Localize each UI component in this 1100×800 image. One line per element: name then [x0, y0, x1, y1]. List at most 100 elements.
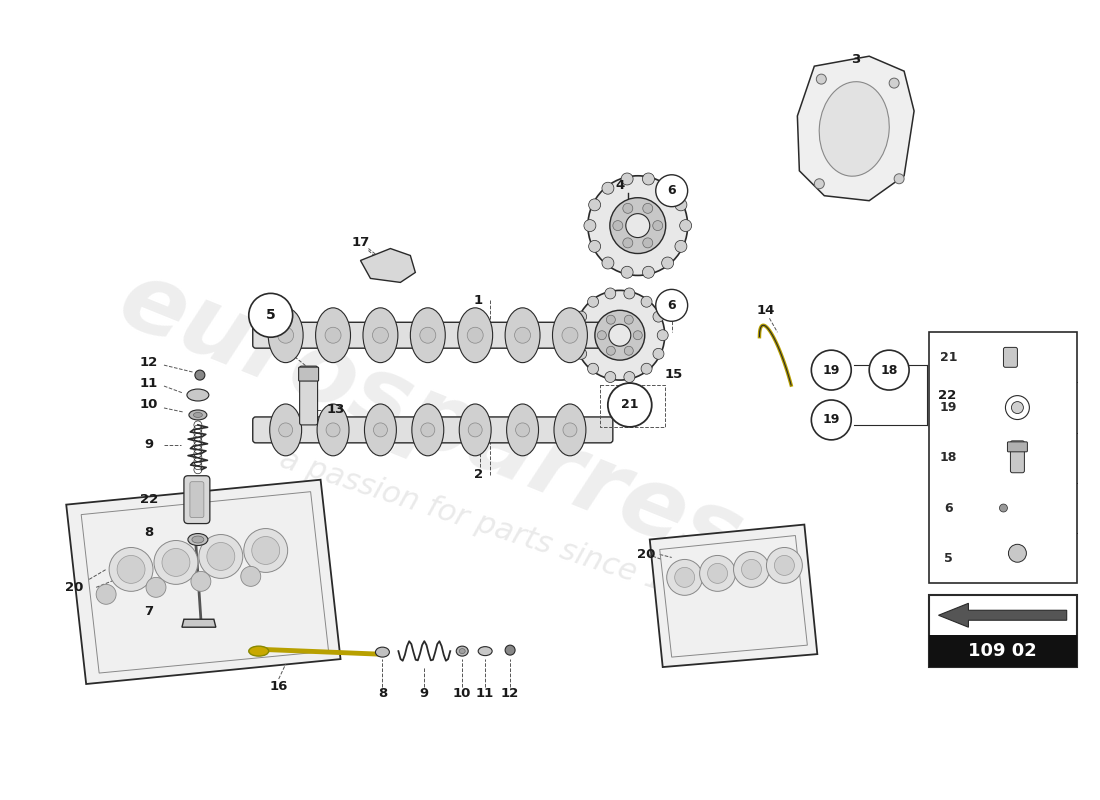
Circle shape: [588, 240, 601, 252]
Text: 10: 10: [453, 687, 472, 701]
Circle shape: [207, 542, 234, 570]
Ellipse shape: [459, 404, 491, 456]
Circle shape: [625, 346, 634, 355]
Circle shape: [421, 423, 434, 437]
Circle shape: [587, 363, 598, 374]
Text: 5: 5: [944, 552, 953, 565]
Circle shape: [162, 549, 190, 576]
Text: 5: 5: [266, 308, 276, 322]
Circle shape: [469, 423, 482, 437]
Text: 13: 13: [327, 403, 344, 417]
Circle shape: [605, 371, 616, 382]
Ellipse shape: [505, 308, 540, 362]
Ellipse shape: [194, 413, 202, 418]
Text: eurosparres: eurosparres: [106, 253, 755, 587]
Ellipse shape: [268, 308, 304, 362]
Text: 3: 3: [850, 53, 860, 66]
Circle shape: [812, 350, 851, 390]
Circle shape: [889, 78, 899, 88]
Circle shape: [653, 311, 664, 322]
Text: 21: 21: [621, 398, 638, 411]
Circle shape: [656, 174, 688, 206]
Circle shape: [420, 327, 436, 343]
Text: 6: 6: [668, 184, 676, 198]
Circle shape: [894, 174, 904, 184]
Circle shape: [191, 571, 211, 591]
Circle shape: [626, 214, 650, 238]
Circle shape: [571, 330, 582, 341]
FancyBboxPatch shape: [253, 417, 613, 443]
Circle shape: [326, 423, 340, 437]
Circle shape: [624, 288, 635, 299]
Ellipse shape: [820, 82, 889, 176]
Text: 21: 21: [939, 351, 957, 364]
Ellipse shape: [363, 308, 398, 362]
Ellipse shape: [375, 647, 389, 657]
Circle shape: [700, 555, 736, 591]
Circle shape: [680, 220, 692, 231]
Circle shape: [278, 423, 293, 437]
Ellipse shape: [459, 649, 465, 654]
Circle shape: [199, 534, 243, 578]
Text: 17: 17: [351, 236, 370, 249]
Circle shape: [373, 423, 387, 437]
FancyBboxPatch shape: [1008, 442, 1027, 452]
Circle shape: [652, 221, 662, 230]
Ellipse shape: [270, 404, 301, 456]
Circle shape: [605, 288, 616, 299]
Ellipse shape: [411, 404, 443, 456]
Circle shape: [741, 559, 761, 579]
Text: 6: 6: [944, 502, 953, 514]
Circle shape: [674, 567, 694, 587]
Circle shape: [774, 555, 794, 575]
Ellipse shape: [187, 389, 209, 401]
Circle shape: [584, 220, 596, 231]
Text: 15: 15: [664, 367, 683, 381]
Circle shape: [505, 645, 515, 655]
Ellipse shape: [249, 646, 268, 656]
FancyBboxPatch shape: [928, 634, 1077, 667]
Circle shape: [277, 327, 294, 343]
Circle shape: [575, 290, 664, 380]
Circle shape: [373, 327, 388, 343]
Circle shape: [516, 423, 529, 437]
Circle shape: [515, 327, 530, 343]
Ellipse shape: [188, 534, 208, 546]
Circle shape: [575, 348, 586, 359]
Text: 14: 14: [757, 304, 774, 317]
Circle shape: [623, 238, 632, 248]
FancyBboxPatch shape: [184, 476, 210, 523]
Text: 109 02: 109 02: [968, 642, 1037, 659]
Circle shape: [1000, 504, 1008, 512]
Polygon shape: [798, 56, 914, 201]
Circle shape: [661, 257, 673, 269]
Circle shape: [625, 315, 634, 324]
Text: 19: 19: [939, 401, 957, 414]
Circle shape: [707, 563, 727, 583]
Text: 1: 1: [474, 294, 483, 307]
Text: 20: 20: [65, 581, 84, 594]
Circle shape: [1011, 402, 1023, 414]
Text: 2: 2: [474, 468, 483, 482]
Ellipse shape: [478, 646, 492, 656]
Text: 7: 7: [144, 605, 154, 618]
Circle shape: [249, 294, 293, 338]
Circle shape: [109, 547, 153, 591]
Circle shape: [816, 74, 826, 84]
Circle shape: [641, 296, 652, 307]
FancyBboxPatch shape: [928, 332, 1077, 583]
Ellipse shape: [507, 404, 539, 456]
Text: 12: 12: [500, 687, 519, 701]
Circle shape: [608, 383, 651, 427]
Text: 6: 6: [668, 299, 676, 312]
Circle shape: [642, 266, 654, 278]
Circle shape: [656, 290, 688, 322]
FancyBboxPatch shape: [298, 367, 319, 381]
Text: 4: 4: [615, 179, 625, 192]
Circle shape: [675, 199, 686, 211]
FancyBboxPatch shape: [299, 366, 318, 425]
Ellipse shape: [456, 646, 469, 656]
Ellipse shape: [364, 404, 396, 456]
Circle shape: [602, 182, 614, 194]
Circle shape: [642, 238, 652, 248]
